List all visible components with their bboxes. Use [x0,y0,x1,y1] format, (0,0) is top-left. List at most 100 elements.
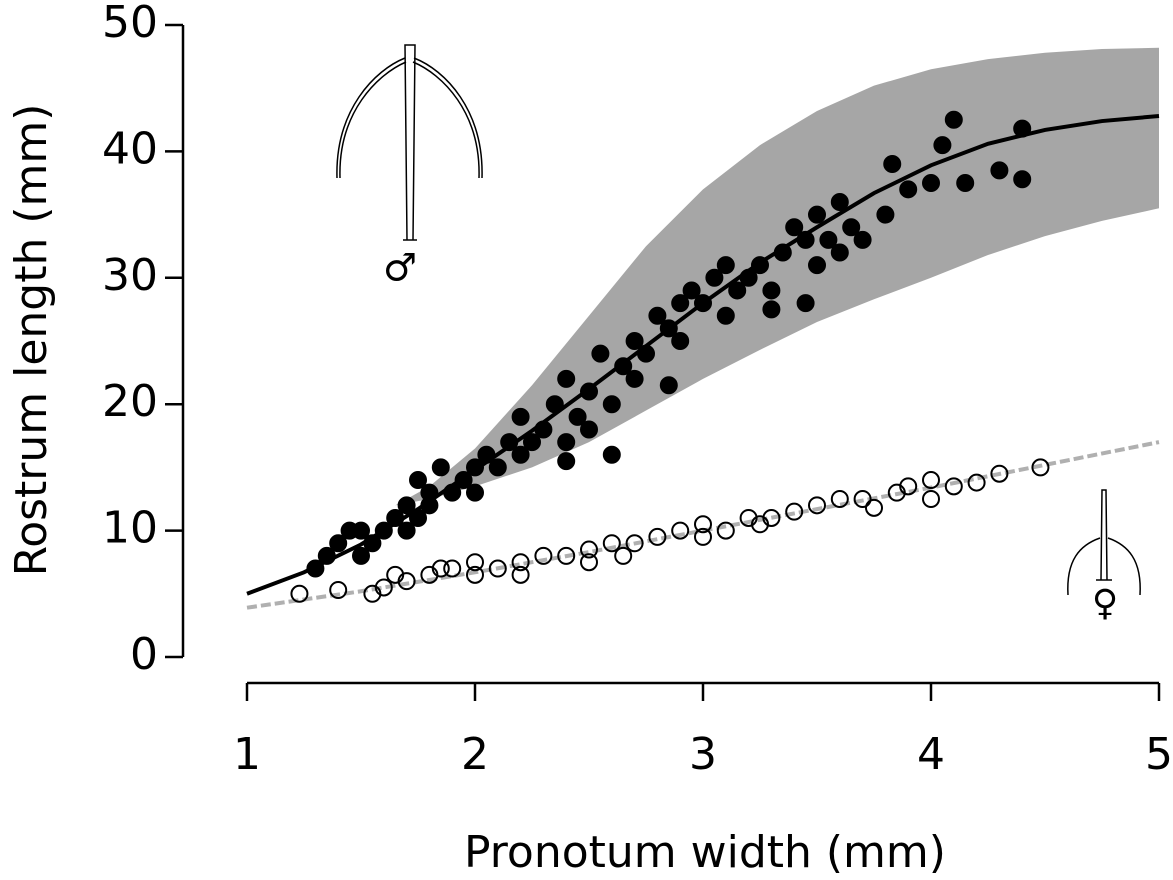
open-point [443,559,462,578]
fit-line [246,114,1160,596]
open-point [853,490,872,508]
open-point [534,546,553,565]
open-point [751,515,769,534]
filled-point [568,407,587,426]
filled-point [933,136,952,155]
filled-point [602,445,621,464]
open-point [557,546,576,565]
open-point [922,471,940,490]
x-axis-label: Pronotum width (mm) [464,827,946,878]
filled-point [557,452,576,471]
open-point [990,464,1009,483]
filled-point [671,332,690,350]
filled-point [728,281,747,300]
filled-point [580,420,598,439]
filled-point [352,521,370,540]
open-point [580,553,598,572]
filled-point [523,433,541,452]
open-point [865,498,883,517]
filled-point [796,294,815,313]
filled-point [557,369,576,388]
filled-point [625,369,644,388]
open-point [694,527,712,546]
filled-point [682,281,701,300]
filled-point [671,294,690,313]
filled-point [488,458,507,477]
open-point [625,534,644,553]
filled-point [944,110,963,129]
y-tick-label: 40 [102,123,158,174]
filled-point [716,306,735,325]
filled-point [591,344,610,363]
x-tick-label: 4 [917,729,945,780]
filled-point [762,281,781,300]
x-tick-label: 3 [689,729,717,780]
filled-point [876,205,895,224]
filled-point [705,268,724,287]
filled-point [1013,170,1032,189]
female-symbol: ♀ [1092,583,1118,624]
filled-point [511,445,530,464]
filled-point [808,256,826,275]
filled-point [431,458,450,477]
open-point [899,477,918,496]
x-tick-label: 2 [461,729,489,780]
y-tick-label: 20 [102,376,158,427]
open-point [511,565,530,584]
open-point [1031,458,1050,477]
filled-point [659,376,678,395]
male-silhouette [336,44,483,241]
male-symbol: ♂ [383,246,417,290]
filled-point [990,161,1009,180]
filled-point [648,306,667,325]
filled-point [785,218,804,237]
filled-point [899,180,918,199]
y-tick-label: 0 [130,629,158,680]
open-point [488,559,507,578]
filled-point [397,521,416,540]
filled-point [922,174,940,192]
y-tick-label: 30 [102,250,158,301]
filled-point [557,433,576,452]
open-point [830,490,849,508]
y-tick-label: 50 [102,0,158,48]
filled-point [352,546,370,565]
open-point [671,521,690,540]
open-point [944,477,963,496]
filled-point [819,230,838,249]
open-point [648,527,667,546]
y-axis-label: Rostrum length (mm) [6,104,57,577]
open-point [431,559,450,578]
filled-point [808,205,826,224]
filled-point [329,534,348,553]
filled-point [842,218,861,237]
open-point [290,584,309,603]
filled-point [762,300,781,319]
open-point [466,553,484,572]
open-point [602,534,621,553]
filled-point [625,332,644,350]
open-point [694,515,712,534]
open-point [785,502,804,521]
open-point [967,473,986,492]
filled-point [511,407,530,426]
filled-point [830,192,849,211]
filled-point [956,174,975,192]
filled-point [830,243,849,262]
open-point [397,572,416,591]
filled-point [466,483,484,502]
filled-point [883,155,902,174]
open-point [922,490,940,508]
filled-point [602,395,621,414]
filled-point [853,230,872,249]
x-tick-label: 5 [1145,729,1173,780]
open-point [511,553,530,572]
x-tick-label: 1 [233,729,261,780]
female-silhouette [1067,489,1141,596]
filled-point [409,471,427,490]
filled-point [716,256,735,275]
open-point [374,578,393,597]
open-point [329,581,348,600]
